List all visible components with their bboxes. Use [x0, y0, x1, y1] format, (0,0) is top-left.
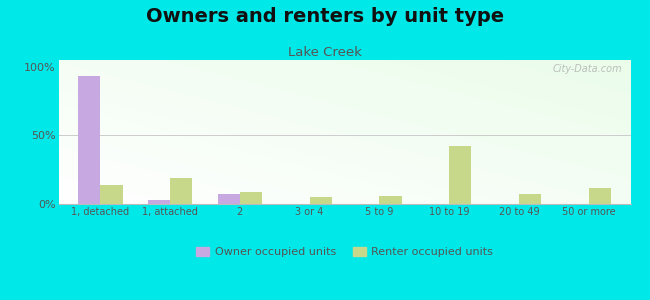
- Bar: [589, 188, 611, 204]
- Text: Owners and renters by unit type: Owners and renters by unit type: [146, 8, 504, 26]
- Bar: [78, 76, 100, 204]
- Text: Lake Creek: Lake Creek: [288, 46, 362, 59]
- Bar: [148, 200, 170, 204]
- Bar: [170, 178, 192, 204]
- Text: City-Data.com: City-Data.com: [552, 64, 622, 74]
- Bar: [100, 185, 123, 204]
- Bar: [449, 146, 471, 204]
- Bar: [309, 197, 332, 204]
- Bar: [218, 194, 240, 204]
- Bar: [380, 196, 402, 204]
- Bar: [519, 194, 541, 204]
- Legend: Owner occupied units, Renter occupied units: Owner occupied units, Renter occupied un…: [191, 242, 498, 262]
- Bar: [240, 192, 262, 204]
